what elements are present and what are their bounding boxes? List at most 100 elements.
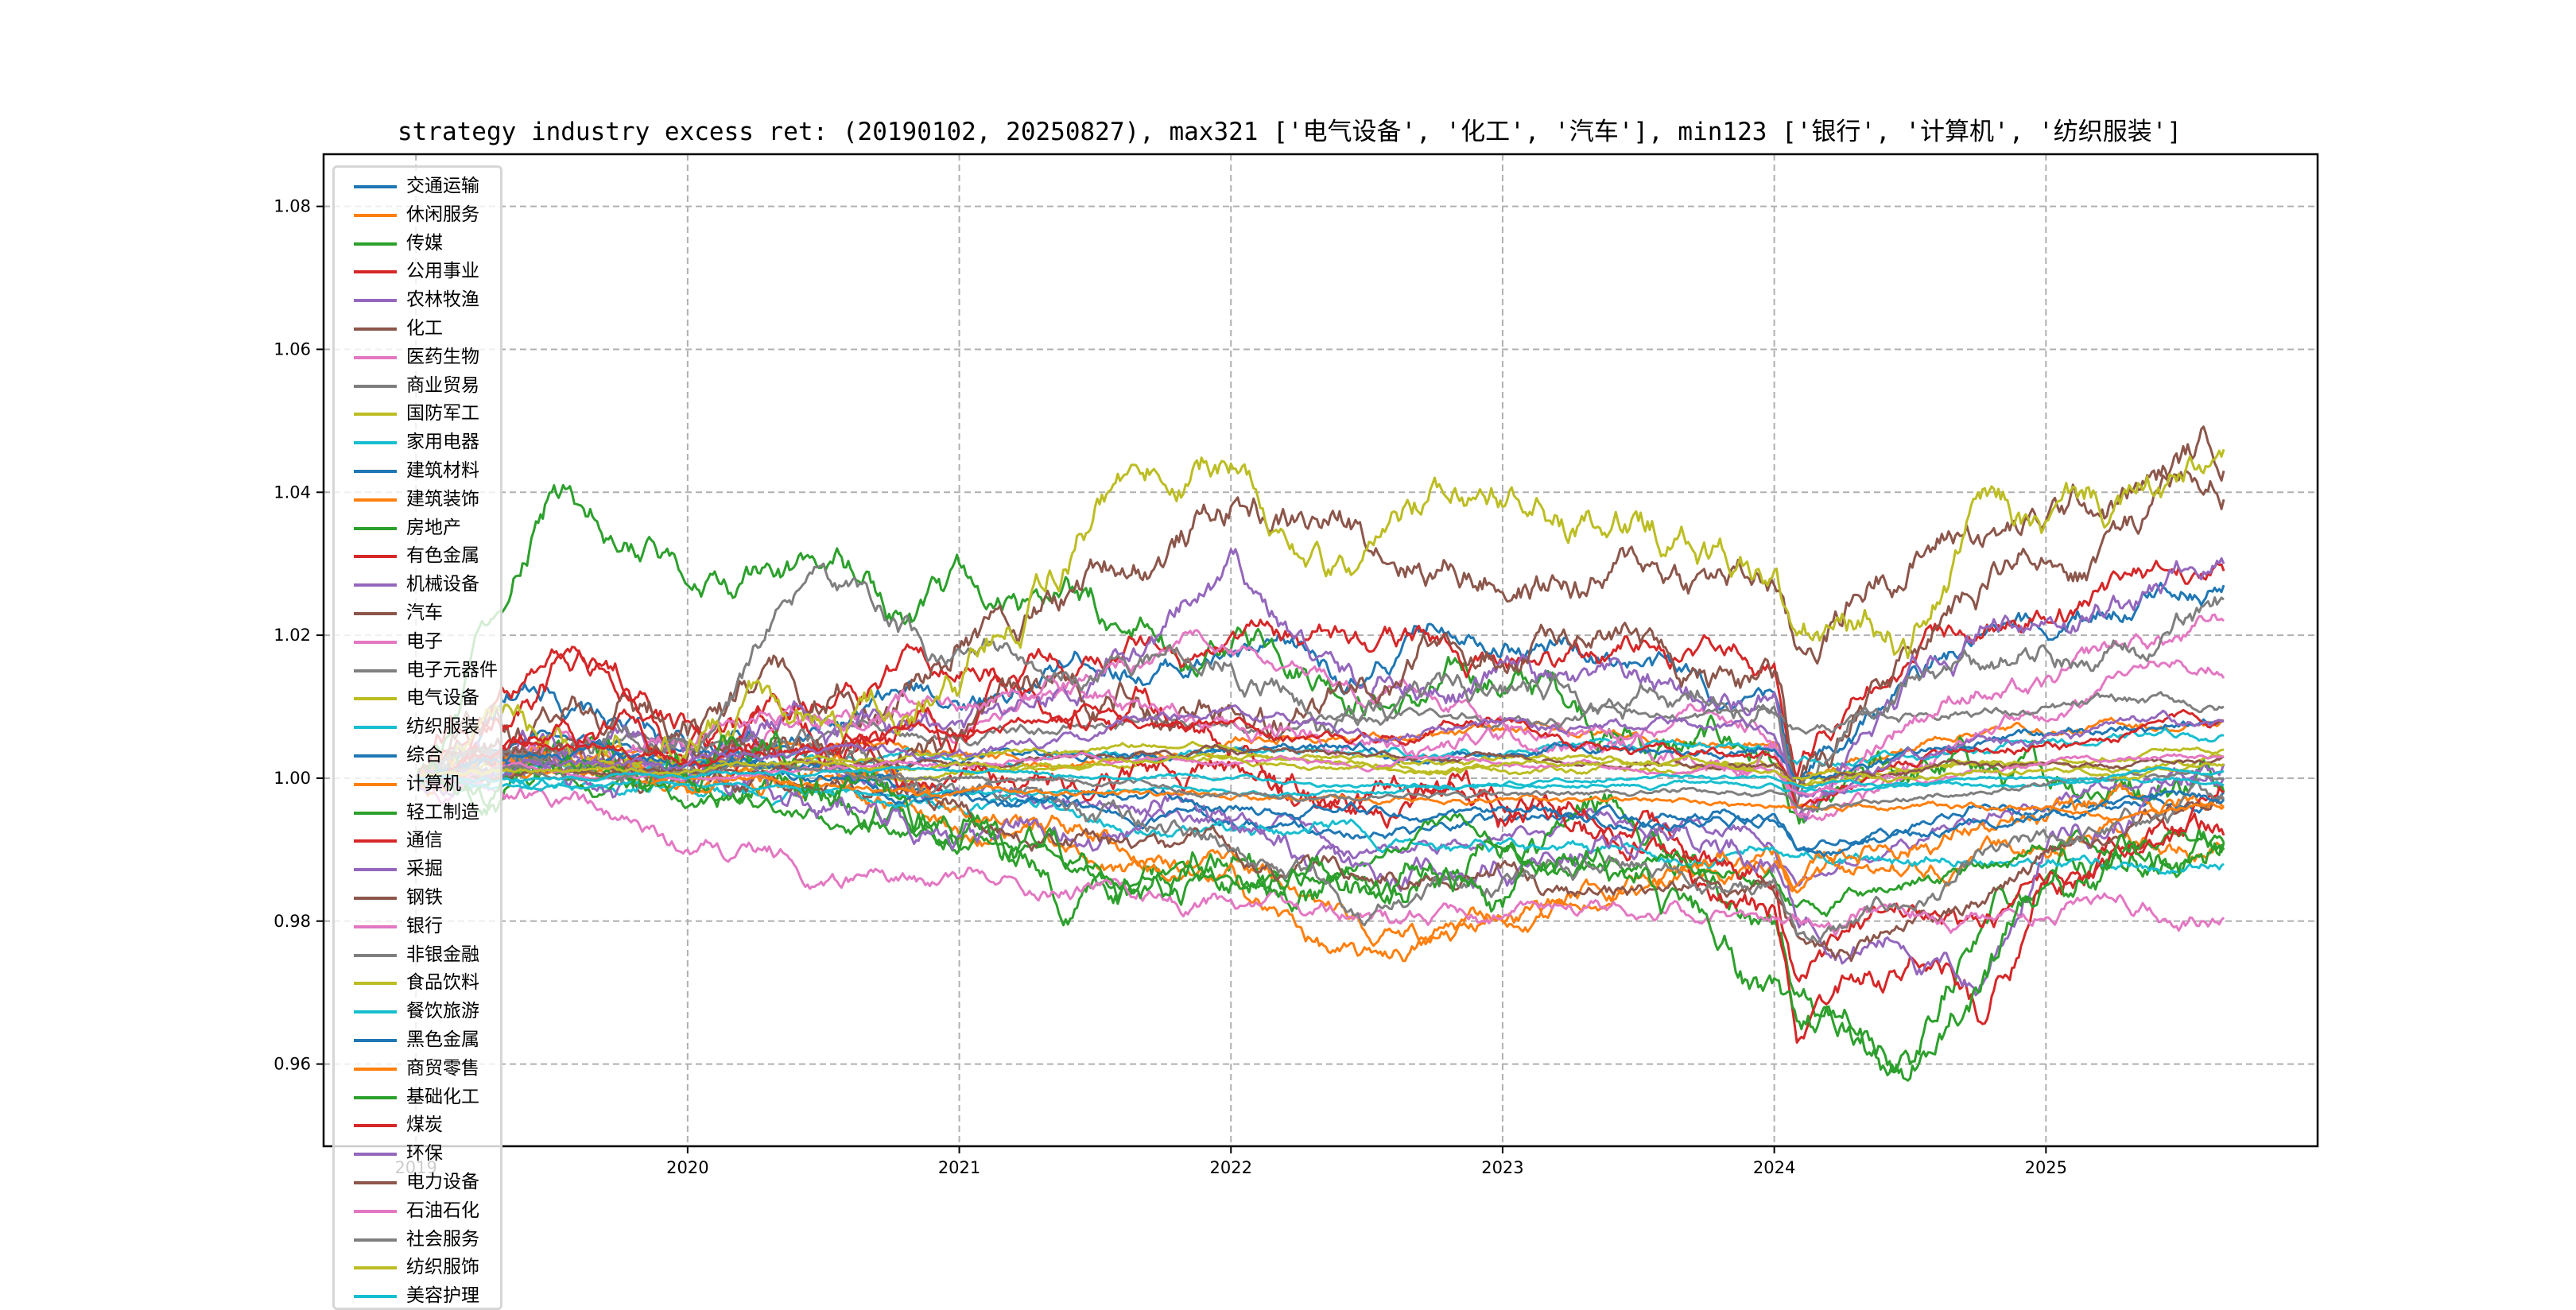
series-line-20 — [416, 774, 2225, 875]
legend-swatch — [354, 1067, 397, 1071]
legend-swatch — [354, 242, 397, 246]
legend-label: 有色金属 — [406, 545, 479, 567]
legend-item: 餐饮旅游 — [335, 999, 500, 1023]
legend-swatch — [354, 1153, 397, 1157]
legend-item: 公用事业 — [335, 259, 500, 283]
legend-item: 黑色金属 — [335, 1028, 500, 1052]
x-tick-label: 2020 — [666, 1158, 708, 1177]
y-tick-label: 1.06 — [274, 339, 311, 359]
legend-label: 煤炭 — [406, 1114, 443, 1136]
series-line-35 — [415, 704, 2225, 798]
legend-label: 通信 — [406, 830, 443, 851]
legend-swatch — [354, 982, 397, 986]
plot-frame — [322, 153, 2319, 1148]
legend-label: 综合 — [406, 745, 443, 765]
legend-item: 煤炭 — [335, 1113, 500, 1137]
legend-label: 黑色金属 — [406, 1029, 479, 1050]
series-line-36 — [416, 743, 2225, 789]
chart-title: strategy industry excess ret: (20190102,… — [398, 118, 2182, 146]
legend-label: 商业贸易 — [406, 374, 479, 396]
series-line-13 — [415, 735, 2225, 1074]
legend-label: 国防军工 — [406, 403, 479, 424]
legend-item: 商业贸易 — [335, 374, 500, 397]
y-tick-label: 0.96 — [274, 1055, 311, 1074]
y-tick-label: 1.04 — [274, 483, 311, 502]
legend-label: 休闲服务 — [406, 203, 479, 225]
legend-item: 商贸零售 — [335, 1056, 500, 1080]
legend-item: 综合 — [335, 743, 500, 767]
legend-item: 家用电器 — [335, 430, 500, 454]
legend-swatch — [354, 1295, 397, 1299]
legend-item: 电气设备 — [335, 686, 500, 710]
legend-item: 建筑装饰 — [335, 487, 500, 511]
legend-label: 建筑装饰 — [406, 488, 479, 510]
legend-label: 化工 — [406, 318, 443, 339]
legend-label: 环保 — [406, 1143, 443, 1165]
legend-item: 非银金融 — [335, 943, 500, 967]
legend-swatch — [354, 1238, 397, 1242]
legend-label: 医药生物 — [406, 346, 479, 367]
legend-item: 交通运输 — [335, 174, 500, 198]
legend-label: 计算机 — [406, 773, 461, 794]
legend-swatch — [354, 328, 397, 331]
grid-lines — [324, 154, 2318, 1146]
legend-item: 电子元器件 — [335, 658, 500, 682]
x-tick-label: 2023 — [1481, 1158, 1523, 1177]
legend-swatch — [354, 1124, 397, 1128]
legend-item: 轻工制造 — [335, 800, 500, 824]
legend-swatch — [354, 1095, 397, 1099]
legend-swatch — [354, 441, 397, 445]
legend-item: 休闲服务 — [335, 203, 500, 227]
legend-swatch — [354, 754, 397, 758]
legend-item: 纺织服装 — [335, 715, 500, 738]
legend-label: 社会服务 — [406, 1228, 479, 1250]
series-line-5 — [416, 735, 2225, 887]
series-line-33 — [415, 730, 2225, 1082]
series-lines — [415, 425, 2225, 1082]
legend-swatch — [354, 697, 397, 701]
legend-label: 食品饮料 — [406, 972, 479, 994]
legend-item: 医药生物 — [335, 345, 500, 369]
legend-swatch — [354, 413, 397, 417]
series-line-27 — [416, 772, 2225, 936]
legend-item: 国防军工 — [335, 401, 500, 425]
legend-swatch — [354, 953, 397, 957]
legend-item: 汽车 — [335, 601, 500, 625]
legend-swatch — [354, 640, 397, 644]
legend-swatch — [354, 782, 397, 786]
legend-label: 汽车 — [406, 603, 443, 623]
legend-swatch — [354, 555, 397, 559]
legend-label: 房地产 — [406, 517, 461, 538]
legend-label: 非银金融 — [406, 944, 479, 965]
series-line-31 — [415, 740, 2225, 858]
legend-label: 电气设备 — [406, 688, 479, 709]
legend-swatch — [354, 299, 397, 303]
legend-item: 食品饮料 — [335, 971, 500, 994]
legend-swatch — [354, 924, 397, 928]
series-line-40 — [416, 765, 2225, 791]
y-tick-label: 1.08 — [274, 197, 311, 216]
legend-item: 社会服务 — [335, 1227, 500, 1251]
legend-item: 钢铁 — [335, 886, 500, 909]
series-line-8 — [416, 691, 2225, 785]
legend-label: 农林牧渔 — [406, 289, 479, 311]
legend-swatch — [354, 583, 397, 587]
legend-item: 石油石化 — [335, 1199, 500, 1223]
legend-label: 商贸零售 — [406, 1057, 479, 1079]
legend-label: 交通运输 — [406, 176, 479, 196]
legend-swatch — [354, 839, 397, 843]
series-line-14 — [415, 649, 2225, 1045]
series-line-19 — [416, 448, 2225, 793]
legend-label: 建筑材料 — [406, 460, 479, 481]
legend-swatch — [354, 1010, 397, 1014]
legend-label: 纺织服饰 — [406, 1257, 479, 1278]
legend-label: 钢铁 — [406, 887, 443, 908]
x-tick-label: 2022 — [1210, 1158, 1252, 1177]
y-tick-label: 1.02 — [274, 626, 311, 645]
legend-swatch — [354, 811, 397, 815]
series-line-39 — [416, 752, 2225, 787]
legend-item: 有色金属 — [335, 544, 500, 568]
legend-label: 公用事业 — [406, 261, 479, 282]
series-line-6 — [416, 425, 2225, 792]
